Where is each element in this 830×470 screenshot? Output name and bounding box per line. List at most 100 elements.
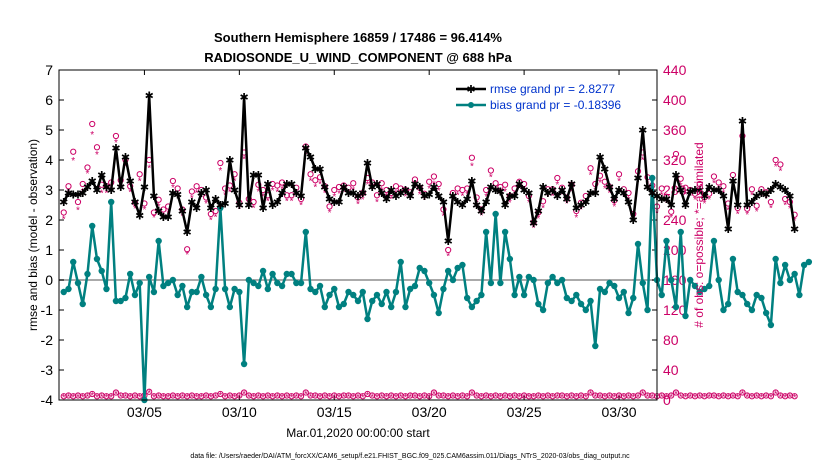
bias-point: [796, 291, 803, 299]
bias-point: [781, 261, 789, 269]
rmse-point: ✱: [439, 197, 448, 209]
rmse-point: ✱: [757, 188, 766, 200]
obs-assimilated-point: *: [536, 214, 540, 225]
obs-assimilated-point: *: [309, 392, 313, 403]
obs-possible-point: [212, 207, 219, 215]
rmse-point: ✱: [149, 191, 158, 203]
obs-possible-point: [312, 177, 319, 184]
obs-assimilated-point: *: [252, 203, 256, 214]
rmse-point: ✱: [614, 185, 623, 197]
obs-assimilated-point: *: [309, 176, 313, 187]
bias-point: [397, 258, 404, 266]
obs-assimilated-point: *: [764, 194, 768, 205]
bias-point: [454, 264, 461, 272]
obs-assimilated-point: *: [342, 392, 346, 403]
obs-possible-point: [378, 180, 385, 187]
y-tick-label-left: 7: [45, 62, 53, 78]
bias-point: [174, 291, 181, 299]
obs-assimilated-point: *: [631, 393, 635, 404]
obs-assimilated-point: *: [622, 191, 626, 202]
obs-possible-point: [297, 393, 305, 400]
rmse-point: ✱: [733, 200, 742, 212]
obs-possible-point: [274, 182, 281, 189]
rmse-point: ✱: [391, 191, 400, 203]
obs-assimilated-point: *: [323, 392, 327, 403]
obs-possible-point: [160, 206, 167, 213]
obs-possible-point: [710, 173, 718, 180]
rmse-point: ✱: [135, 211, 144, 223]
y-tick-label-right: 160: [663, 272, 687, 288]
rmse-point: ✱: [349, 188, 358, 200]
obs-assimilated-point: *: [413, 392, 417, 403]
rmse-point: ✱: [396, 188, 405, 200]
bias-point: [93, 255, 101, 263]
bias-point: [297, 279, 305, 287]
bias-point: [345, 288, 352, 296]
obs-assimilated-point: *: [399, 392, 403, 403]
rmse-point: ✱: [306, 152, 315, 164]
bias-point: [663, 237, 670, 245]
rmse-point: ✱: [102, 182, 111, 194]
rmse-point: ✱: [572, 203, 581, 215]
obs-assimilated-point: *: [712, 179, 716, 190]
rmse-point: ✱: [467, 176, 476, 188]
rmse-point: ✱: [325, 194, 334, 206]
rmse-point: ✱: [548, 185, 557, 197]
obs-assimilated-point: *: [788, 392, 792, 403]
bias-point: [649, 174, 656, 182]
plot-layer: -4-3-2-101234567040801201602002402803203…: [41, 62, 813, 420]
obs-possible-point: [772, 389, 779, 396]
obs-possible-point: [150, 209, 158, 216]
bias-point: [179, 282, 186, 290]
bias-point: [136, 279, 143, 287]
obs-assimilated-point: *: [726, 206, 730, 217]
obs-assimilated-point: *: [166, 393, 170, 404]
rmse-point: ✱: [638, 125, 647, 137]
bias-point: [606, 279, 613, 287]
obs-possible-point: [497, 183, 504, 191]
obs-possible-point: [587, 165, 594, 172]
obs-assimilated-point: *: [142, 205, 146, 216]
obs-assimilated-point: *: [199, 192, 203, 203]
obs-possible-point: [435, 180, 442, 188]
rmse-point: ✱: [116, 182, 125, 194]
obs-assimilated-point: *: [674, 389, 678, 400]
obs-assimilated-point: *: [351, 393, 355, 404]
rmse-point: ✱: [225, 155, 234, 167]
x-tick-label: 03/20: [412, 404, 447, 420]
rmse-point: ✱: [643, 182, 652, 194]
bias-point: [369, 297, 376, 305]
rmse-point: ✱: [187, 197, 196, 209]
obs-possible-point: [426, 393, 433, 400]
bias-point: [762, 309, 770, 317]
obs-assimilated-point: *: [389, 194, 393, 205]
obs-possible-point: [146, 388, 153, 395]
bias-point: [625, 309, 632, 317]
rmse-point: ✱: [505, 191, 514, 203]
obs-assimilated-point: *: [565, 199, 569, 210]
obs-assimilated-point: *: [570, 187, 574, 198]
obs-assimilated-point: *: [565, 393, 569, 404]
rmse-point: ✱: [747, 197, 756, 209]
rmse-point: ✱: [624, 197, 633, 209]
bias-point: [383, 288, 390, 296]
rmse-point: ✱: [762, 190, 771, 202]
rmse-point: ✱: [510, 191, 519, 203]
y-tick-label-right: 360: [663, 122, 687, 138]
obs-assimilated-point: *: [299, 393, 303, 404]
bias-point: [340, 300, 347, 308]
obs-possible-point: [93, 144, 101, 151]
obs-assimilated-point: *: [313, 392, 317, 403]
rmse-point: ✱: [425, 190, 434, 202]
obs-assimilated-point: *: [299, 200, 303, 211]
obs-possible-point: [487, 167, 494, 174]
obs-possible-point: [739, 389, 746, 396]
obs-assimilated-point: *: [451, 392, 455, 403]
bias-point: [350, 291, 357, 299]
y-tick-label-left: 6: [45, 92, 53, 108]
obs-possible-point: [236, 392, 243, 399]
obs-assimilated-point: *: [598, 178, 602, 189]
obs-assimilated-point: *: [332, 192, 336, 203]
obs-assimilated-point: *: [589, 389, 593, 400]
